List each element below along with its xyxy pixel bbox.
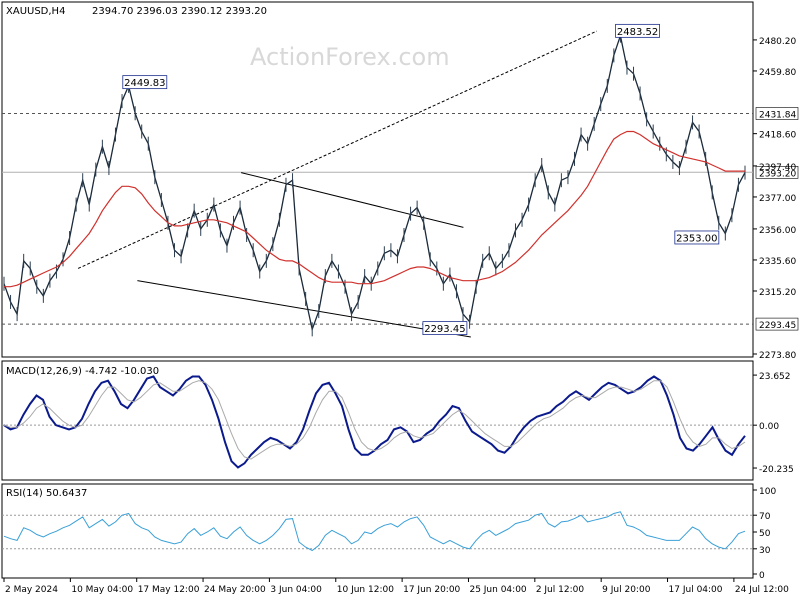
macd-tick-label: 0.00 (759, 422, 779, 432)
marker-box-1 (615, 23, 660, 38)
price-tick-label: 2480.20 (759, 37, 796, 47)
price-tick-label: 2418.60 (759, 131, 796, 141)
watermark: ActionForex.com (250, 43, 450, 71)
macd-tick-label: -20.235 (759, 465, 794, 475)
price-tick-label: 2273.80 (759, 351, 796, 361)
rsi-tick-label: 70 (759, 512, 771, 522)
rsi-panel-frame (1, 483, 754, 579)
x-tick-label: 10 Jun 12:00 (337, 585, 394, 595)
trendline-rising-support (77, 30, 598, 269)
marker-label-1: 2483.52 (617, 27, 658, 38)
ohlc-label: 2394.70 2396.03 2390.12 2393.20 (92, 6, 267, 17)
macd-tick-label: 23.652 (759, 372, 791, 382)
rsi-title: RSI(14) 50.6437 (6, 488, 87, 499)
axis-layer: 2431.84 2293.45 2393.20 2480.20 2459.80 2418.… (3, 37, 799, 595)
x-tick-label: 25 Jun 04:00 (469, 585, 526, 595)
price-panel-frame (1, 1, 754, 358)
x-tick-label: 17 Jun 20:00 (403, 585, 460, 595)
rsi-tick-label: 100 (759, 487, 776, 497)
price-tick-label: 2459.80 (759, 68, 796, 78)
x-tick-label: 24 May 20:00 (204, 585, 266, 595)
moving-average-line (4, 130, 745, 288)
x-tick-label: 2 Jul 12:00 (536, 585, 585, 595)
marker-box-3 (674, 230, 720, 245)
rsi-layer (2, 511, 753, 552)
x-tick-label: 9 Jul 20:00 (602, 585, 651, 595)
marker-box-2 (422, 321, 468, 335)
x-tick-label: 17 May 12:00 (138, 585, 200, 595)
marker-label-3: 2353.00 (676, 233, 717, 244)
x-tick-label: 3 Jun 04:00 (270, 585, 322, 595)
x-tick-label: 24 Jul 12:00 (735, 585, 789, 595)
x-tick-label: 2 May 2024 (5, 585, 58, 595)
marker-box-0 (122, 75, 168, 90)
price-tick-label: 2397.40 (759, 163, 796, 173)
level-label-0: 2431.84 (759, 111, 796, 121)
level-label-1: 2293.45 (759, 321, 796, 331)
rsi-tick-label: 30 (759, 546, 771, 556)
rsi-line (3, 511, 746, 552)
price-layer: 2449.83 2483.52 2293.45 2353.00 (2, 23, 753, 338)
price-tick-label: 2356.00 (759, 226, 796, 236)
trendline-channel-upper (241, 172, 464, 228)
x-tick-label: 10 May 04:00 (71, 585, 133, 595)
symbol-label: XAUUSD,H4 (6, 6, 65, 17)
marker-label-2: 2293.45 (424, 324, 465, 335)
level-label-box-0 (755, 107, 799, 120)
level-label-box-1 (755, 317, 799, 331)
price-tick-label: 2377.00 (759, 194, 796, 204)
rsi-tick-label: 0 (759, 571, 765, 581)
level-label-box-2 (755, 166, 799, 179)
macd-panel-frame (1, 360, 754, 481)
marker-label-0: 2449.83 (124, 78, 165, 89)
price-tick-label: 2315.20 (759, 288, 796, 298)
trendline-channel-lower (137, 280, 471, 338)
macd-title: MACD(12,26,9) -4.742 -10.030 (6, 366, 159, 377)
level-label-2: 2393.20 (759, 169, 796, 179)
x-tick-label: 17 Jul 04:00 (669, 585, 723, 595)
rsi-tick-label: 50 (759, 529, 771, 539)
macd-signal-line (3, 380, 746, 460)
price-tick-label: 2335.60 (759, 257, 796, 267)
macd-layer (2, 375, 753, 469)
